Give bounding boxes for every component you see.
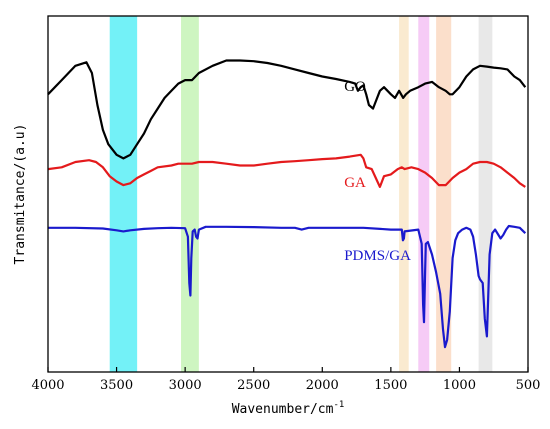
- series-line-ga: [47, 153, 526, 188]
- y-axis-title: Transmitance/(a.u): [13, 124, 28, 265]
- x-tick-label: 2500: [237, 378, 270, 393]
- highlight-band-2: [181, 16, 199, 372]
- series-line-go: [47, 59, 527, 160]
- series-labels: GO GA PDMS/GA: [344, 79, 411, 264]
- highlight-band-5: [436, 16, 452, 372]
- x-tick-label: 3000: [169, 378, 202, 393]
- series-label-ga: GA: [344, 175, 366, 191]
- x-axis-title-text: Wavenumber/cm: [232, 402, 334, 417]
- highlight-band-1: [109, 16, 138, 372]
- spectra: [47, 59, 527, 349]
- x-tick-label: 500: [516, 378, 541, 393]
- highlight-band-3: [399, 16, 409, 372]
- highlight-band-4: [418, 16, 430, 372]
- x-tick-label: 2000: [306, 378, 339, 393]
- x-tick-label: 3500: [100, 378, 133, 393]
- x-axis-ticks: 4000 3500 3000 2500 2000 1500 1000 500: [31, 367, 540, 393]
- x-tick-label: 1000: [443, 378, 476, 393]
- series-label-go: GO: [344, 79, 366, 95]
- x-tick-label: 4000: [31, 378, 64, 393]
- x-tick-label: 1500: [374, 378, 407, 393]
- x-axis-title-superscript: -1: [333, 400, 344, 410]
- x-axis-title: Wavenumber/cm-1: [232, 400, 345, 417]
- series-label-pdms-ga: PDMS/GA: [344, 248, 411, 264]
- highlight-bands: [109, 16, 493, 372]
- series-line-pdms-ga: [48, 224, 527, 349]
- plot-frame: [47, 15, 529, 373]
